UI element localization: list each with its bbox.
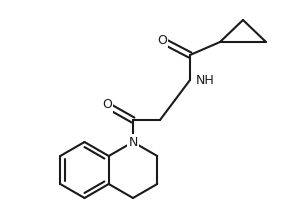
Text: O: O: [157, 33, 167, 46]
Text: NH: NH: [196, 73, 215, 86]
Text: O: O: [102, 98, 112, 112]
Text: N: N: [128, 136, 138, 148]
Text: N: N: [128, 136, 138, 148]
